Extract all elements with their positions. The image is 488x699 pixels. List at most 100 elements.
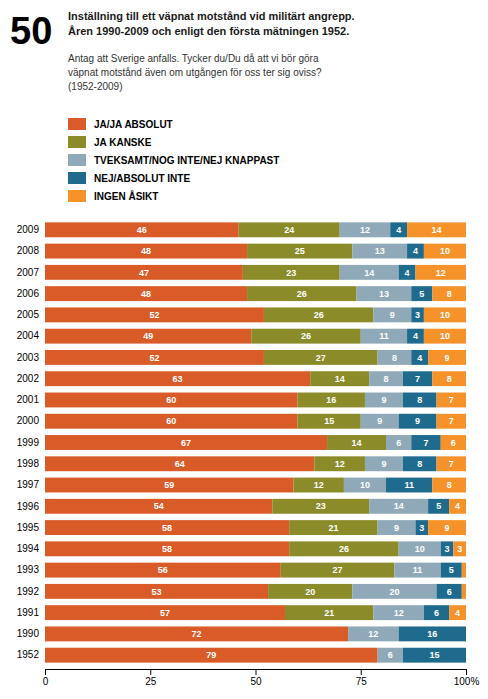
data-label: 3 xyxy=(415,310,420,320)
bar xyxy=(251,329,360,344)
x-tick-label: 100% xyxy=(454,676,480,687)
bar xyxy=(45,393,298,408)
x-tick-label: 0 xyxy=(43,676,49,687)
data-label: 20 xyxy=(305,587,315,597)
bar xyxy=(466,626,467,641)
y-tick-label: 2000 xyxy=(17,415,40,426)
bar xyxy=(243,265,340,280)
y-tick-label: 2003 xyxy=(17,352,40,363)
legend-label: NEJ/ABSOLUT INTE xyxy=(94,173,190,184)
bar xyxy=(268,584,352,599)
data-label: 48 xyxy=(141,289,151,299)
bar xyxy=(437,456,466,471)
bar xyxy=(264,307,373,322)
annotation: 50 xyxy=(10,10,52,52)
data-label: 16 xyxy=(427,629,437,639)
data-label: 4 xyxy=(417,353,422,363)
bar xyxy=(45,499,272,514)
data-label: 27 xyxy=(333,565,343,575)
data-label: 14 xyxy=(352,438,362,448)
y-tick: 1992 xyxy=(17,586,45,597)
y-tick: 1990 xyxy=(17,628,45,639)
x-tick-mark xyxy=(150,669,151,675)
bar xyxy=(45,286,247,301)
y-tick: 2002 xyxy=(17,373,45,384)
bar xyxy=(289,541,398,556)
y-tick: 1991 xyxy=(17,607,45,618)
data-label: 8 xyxy=(392,353,397,363)
data-label: 7 xyxy=(415,374,420,384)
bar xyxy=(298,414,361,429)
y-tick-label: 2002 xyxy=(17,373,40,384)
bar xyxy=(365,393,403,408)
bar xyxy=(361,329,407,344)
data-label: 6 xyxy=(388,650,393,660)
y-tick-label: 1999 xyxy=(17,437,40,448)
x-tick: 0 xyxy=(43,669,49,687)
data-label: 4 xyxy=(413,246,418,256)
bar xyxy=(424,605,449,620)
legend-label: TVEKSAMT/NOG INTE/NEJ KNAPPAST xyxy=(94,155,279,166)
legend-swatch xyxy=(68,154,86,166)
series xyxy=(386,222,466,662)
y-tick: 2004 xyxy=(17,330,45,341)
legend-item: JA KANSKE xyxy=(68,136,152,148)
y-tick: 1994 xyxy=(17,543,45,554)
data-label: 8 xyxy=(384,374,389,384)
bar xyxy=(378,520,416,535)
bar xyxy=(428,520,466,535)
y-tick-label: 2001 xyxy=(17,394,40,405)
legend-item: NEJ/ABSOLUT INTE xyxy=(68,172,190,184)
y-tick: 1999 xyxy=(17,437,45,448)
y-axis: 2009200820072006200520042003200220012000… xyxy=(17,224,45,660)
data-label: 13 xyxy=(379,289,389,299)
bar xyxy=(378,350,412,365)
bar xyxy=(373,307,411,322)
data-label: 23 xyxy=(286,268,296,278)
bar xyxy=(441,563,462,578)
data-label: 9 xyxy=(377,416,382,426)
data-label: 14 xyxy=(394,501,404,511)
x-tick: 25 xyxy=(145,669,157,687)
data-label: 9 xyxy=(445,353,450,363)
data-label: 52 xyxy=(149,310,159,320)
y-tick: 2006 xyxy=(17,288,45,299)
data-label: 24 xyxy=(284,225,294,235)
data-label: 58 xyxy=(162,544,172,554)
data-label: 48 xyxy=(141,246,151,256)
y-tick-label: 1992 xyxy=(17,586,40,597)
y-tick: 2009 xyxy=(17,224,45,235)
bar xyxy=(369,499,428,514)
bar xyxy=(424,329,466,344)
bar xyxy=(432,286,466,301)
data-label: 26 xyxy=(297,289,307,299)
bar xyxy=(411,350,428,365)
bar xyxy=(462,584,466,599)
x-tick: 50 xyxy=(250,669,262,687)
data-label: 26 xyxy=(301,331,311,341)
data-label: 5 xyxy=(436,501,441,511)
data-label: 7 xyxy=(423,438,428,448)
bar xyxy=(466,648,467,663)
data-label: 10 xyxy=(415,544,425,554)
y-tick-label: 1993 xyxy=(17,564,40,575)
bar xyxy=(365,456,403,471)
bar xyxy=(399,626,466,641)
y-tick-label: 1991 xyxy=(17,607,40,618)
bar xyxy=(428,499,449,514)
bar xyxy=(247,286,356,301)
bar xyxy=(45,350,264,365)
data-label: 72 xyxy=(192,629,202,639)
data-label: 12 xyxy=(314,480,324,490)
data-label: 9 xyxy=(381,459,386,469)
bar xyxy=(437,393,466,408)
y-tick: 1997 xyxy=(17,479,45,490)
data-label: 9 xyxy=(415,416,420,426)
data-label: 9 xyxy=(445,523,450,533)
bar xyxy=(428,350,466,365)
data-label: 8 xyxy=(447,480,452,490)
bar xyxy=(441,435,466,450)
subtitle: Antag att Sverige anfalls. Tycker du/Du … xyxy=(68,53,322,92)
bar xyxy=(373,605,424,620)
x-tick-mark xyxy=(45,669,46,675)
